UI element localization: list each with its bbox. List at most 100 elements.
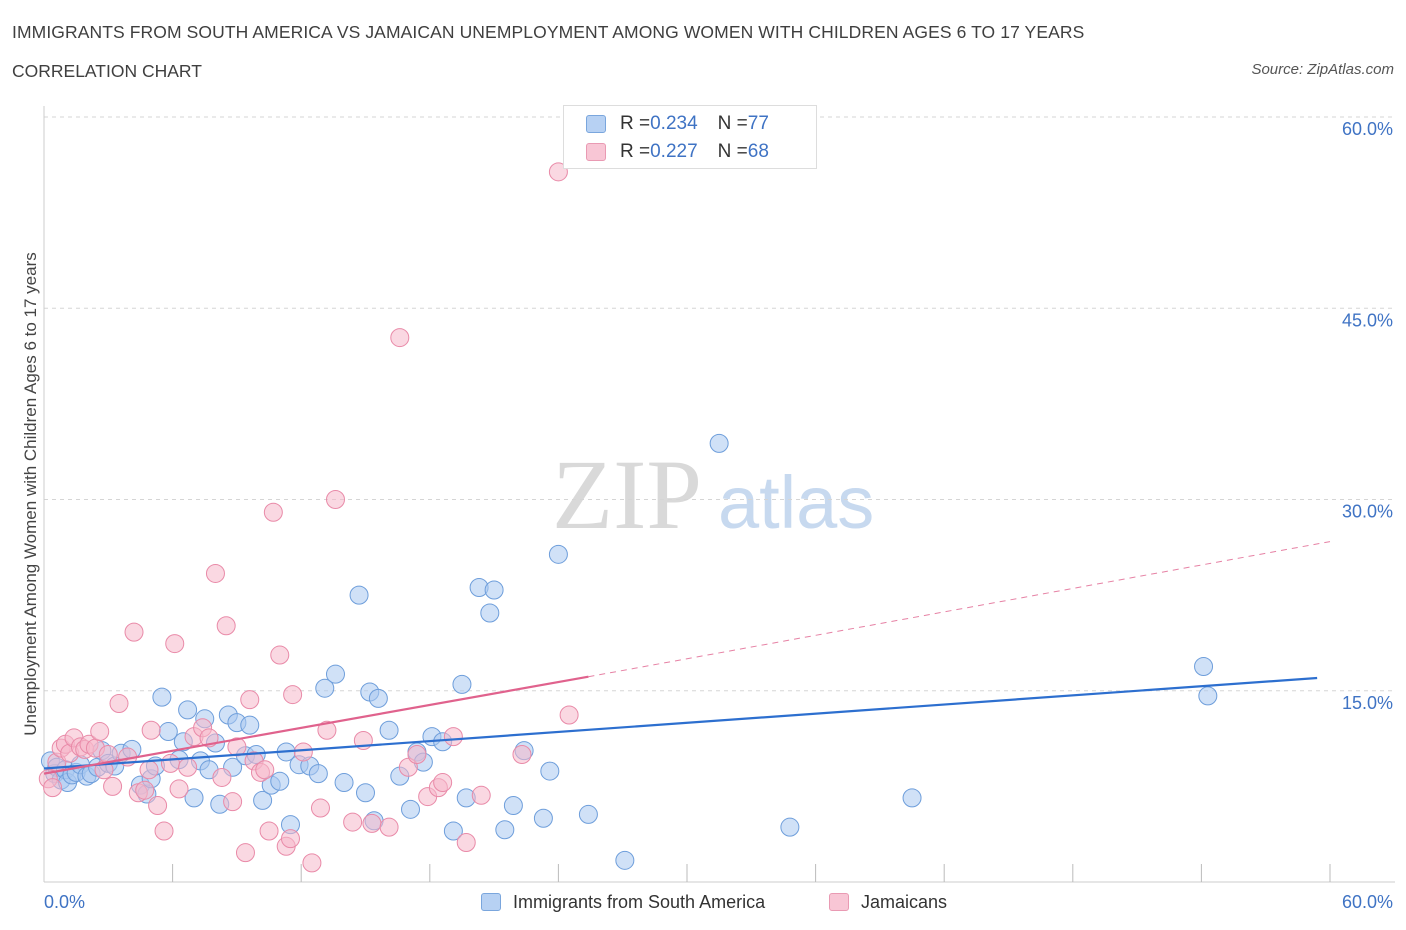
point-jamaicans: [325, 490, 345, 509]
point-jamaicans: [205, 563, 225, 583]
axes: [43, 106, 1395, 883]
point-jamaicans: [317, 720, 337, 740]
point-south-america: [401, 799, 421, 819]
point-jamaicans: [160, 753, 180, 773]
point-south-america: [158, 722, 178, 742]
point-jamaicans: [433, 773, 453, 793]
point-jamaicans: [283, 685, 303, 705]
point-south-america: [356, 783, 375, 803]
point-south-america: [184, 788, 204, 808]
n-value: 77: [747, 113, 769, 134]
grid-lines: [44, 116, 1395, 692]
point-jamaicans: [178, 757, 198, 777]
source-note: Source: ZipAtlas.com: [1251, 61, 1394, 78]
legend-item-south-america: Immigrants from South America: [481, 889, 765, 915]
point-jamaicans: [255, 760, 275, 780]
trend-extension-jamaicans: [588, 541, 1331, 678]
point-jamaicans: [310, 798, 330, 818]
point-south-america: [270, 771, 290, 791]
point-jamaicans: [362, 813, 382, 833]
watermark-atlas: atlas: [718, 461, 874, 544]
point-south-america: [334, 773, 354, 793]
tick-labels: 15.0% 30.0% 45.0% 60.0% 0.0% 60.0%: [44, 119, 1393, 912]
point-jamaicans: [165, 634, 185, 654]
point-south-america: [780, 817, 800, 837]
chart-title: IMMIGRANTS FROM SOUTH AMERICA VS JAMAICA…: [12, 22, 1085, 42]
point-south-america: [152, 687, 172, 707]
legend-label: Jamaicans: [861, 891, 948, 912]
point-south-america: [615, 850, 635, 870]
n-label: N =: [717, 141, 748, 162]
n-label: N =: [717, 113, 748, 134]
point-south-america: [368, 688, 388, 708]
point-south-america: [240, 715, 260, 735]
point-jamaicans: [407, 745, 427, 764]
point-south-america: [379, 720, 399, 740]
y-tick-label: 15.0%: [1342, 693, 1393, 713]
point-jamaicans: [109, 694, 129, 713]
point-jamaicans: [280, 829, 300, 849]
point-south-america: [495, 820, 515, 840]
stats-legend-row-pink: R = 0.227 N = 68: [586, 140, 769, 164]
legend-item-jamaicans: Jamaicans: [829, 889, 947, 915]
point-jamaicans: [471, 785, 491, 805]
n-value: 68: [747, 141, 769, 162]
chart-subtitle: CORRELATION CHART: [12, 61, 202, 81]
point-south-america: [315, 678, 335, 698]
point-south-america: [452, 674, 472, 694]
y-tick-label: 60.0%: [1342, 119, 1393, 139]
point-south-america: [443, 821, 463, 841]
point-jamaicans: [124, 622, 144, 642]
point-jamaicans: [548, 162, 568, 182]
point-jamaicans: [148, 796, 168, 815]
axis-ticks: [172, 864, 1331, 882]
point-south-america: [709, 433, 729, 453]
point-jamaicans: [141, 720, 161, 740]
watermark-zip: ZIP: [552, 439, 702, 550]
point-south-america: [349, 585, 369, 605]
point-jamaicans: [139, 760, 159, 780]
point-jamaicans: [43, 778, 63, 798]
point-jamaicans: [169, 779, 189, 799]
point-jamaicans: [379, 817, 399, 837]
watermark: ZIP atlas: [552, 439, 874, 550]
point-jamaicans: [443, 727, 463, 747]
point-south-america: [1198, 686, 1218, 706]
point-jamaicans: [512, 745, 532, 764]
point-jamaicans: [263, 502, 283, 522]
point-south-america: [540, 761, 560, 781]
point-south-america: [325, 664, 345, 684]
x-tick-label: 60.0%: [1342, 892, 1393, 912]
point-south-america: [902, 788, 922, 808]
point-jamaicans: [293, 742, 313, 762]
trend-lines: [43, 541, 1331, 775]
r-value: 0.234: [650, 113, 698, 134]
point-jamaicans: [456, 832, 476, 852]
point-south-america: [1194, 657, 1214, 677]
point-south-america: [308, 764, 328, 784]
point-jamaicans: [216, 616, 236, 636]
blue-swatch: [481, 893, 501, 911]
r-value: 0.227: [650, 141, 698, 162]
point-jamaicans: [90, 722, 110, 742]
point-south-america: [578, 804, 598, 824]
point-jamaicans: [103, 776, 123, 796]
point-jamaicans: [390, 328, 410, 348]
point-jamaicans: [270, 645, 290, 665]
x-tick-label: 0.0%: [44, 892, 85, 912]
point-jamaicans: [343, 812, 363, 832]
point-jamaicans: [259, 821, 279, 841]
y-tick-label: 30.0%: [1342, 502, 1393, 522]
point-jamaicans: [135, 780, 155, 800]
point-south-america: [178, 700, 198, 720]
data-points: [38, 162, 1218, 873]
pink-swatch: [586, 143, 606, 161]
r-label: R =: [620, 113, 651, 134]
point-south-america: [480, 603, 500, 623]
point-jamaicans: [559, 705, 579, 725]
point-south-america: [503, 796, 523, 815]
r-label: R =: [620, 141, 651, 162]
point-jamaicans: [223, 792, 243, 812]
point-jamaicans: [235, 843, 255, 863]
